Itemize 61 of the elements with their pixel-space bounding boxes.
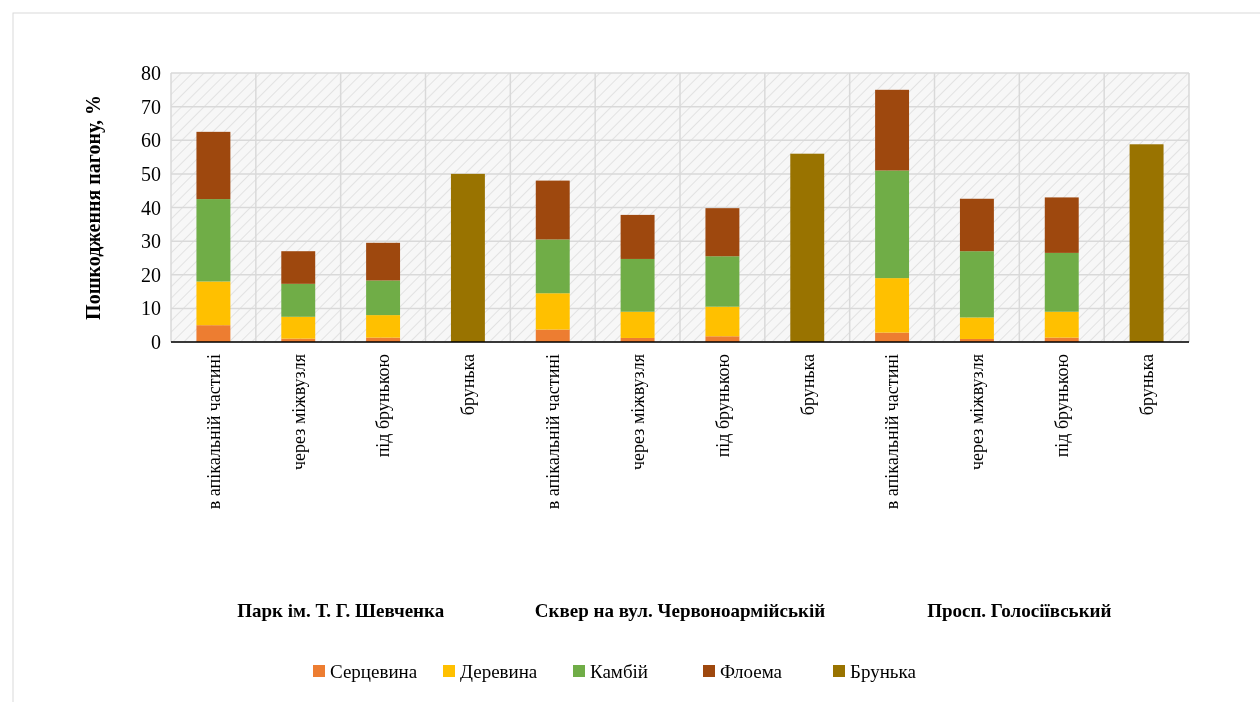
- legend-label: Серцевина: [330, 660, 418, 682]
- bar: [620, 214, 655, 259]
- bar: [1044, 311, 1079, 338]
- bar: [620, 311, 655, 338]
- bar: [705, 306, 740, 337]
- bar: [1044, 197, 1079, 253]
- bar: [620, 258, 655, 312]
- x-tick-label: брунька: [1136, 354, 1157, 416]
- x-tick-label: в апікальній частині: [882, 354, 903, 510]
- bar: [196, 131, 231, 200]
- bar: [705, 256, 740, 307]
- y-axis-title: Пошкодження пагону, %: [82, 95, 105, 320]
- x-tick-label: через міжвузля: [627, 354, 648, 470]
- bar: [196, 325, 231, 342]
- legend-label: Камбій: [590, 660, 648, 682]
- x-tick-label: під брунькою: [712, 354, 733, 458]
- bar: [535, 180, 570, 240]
- bar: [281, 251, 316, 284]
- bar: [1129, 144, 1164, 342]
- x-tick-label: брунька: [797, 354, 818, 416]
- y-tick-label: 10: [141, 297, 161, 320]
- y-tick-label: 60: [141, 129, 161, 152]
- bar: [959, 198, 994, 252]
- y-tick-label: 40: [141, 196, 161, 219]
- legend-label: Деревина: [460, 660, 538, 682]
- y-tick-label: 80: [141, 62, 161, 84]
- y-tick-label: 30: [141, 230, 161, 253]
- bar: [1044, 252, 1079, 312]
- bar: [875, 89, 910, 171]
- bar: [196, 199, 231, 282]
- bar: [535, 293, 570, 330]
- legend-label: Брунька: [850, 660, 917, 682]
- y-tick-label: 70: [141, 95, 161, 118]
- x-tick-label: через міжвузля: [288, 354, 309, 470]
- text: Парк ім. Т. Г. Шевченка: [237, 600, 445, 621]
- y-tick-label: 50: [141, 162, 161, 185]
- bar: [535, 239, 570, 294]
- bar: [450, 173, 485, 342]
- bar: [366, 315, 401, 338]
- bar: [959, 251, 994, 318]
- bar: [366, 280, 401, 316]
- bar: [281, 316, 316, 339]
- bar: [875, 170, 910, 279]
- x-tick-label: в апікальній частині: [203, 354, 224, 510]
- bar: [705, 208, 740, 257]
- bar: [790, 153, 825, 342]
- bar: [875, 278, 910, 333]
- y-tick-label: 20: [141, 263, 161, 286]
- x-tick-label: під брунькою: [1052, 354, 1073, 458]
- text: Просп. Голосіївський: [927, 600, 1112, 621]
- bar: [196, 281, 231, 326]
- x-tick-label: брунька: [458, 354, 479, 416]
- legend-label: Флоема: [720, 660, 783, 682]
- y-tick-label: 0: [151, 331, 161, 353]
- x-tick-label: в апікальній частині: [543, 354, 564, 510]
- x-tick-label: під брунькою: [373, 354, 394, 458]
- bar: [366, 242, 401, 281]
- x-tick-label: через міжвузля: [967, 354, 988, 470]
- bar: [959, 317, 994, 339]
- text: Сквер на вул. Червоноармійській: [534, 600, 826, 621]
- bar: [281, 283, 316, 317]
